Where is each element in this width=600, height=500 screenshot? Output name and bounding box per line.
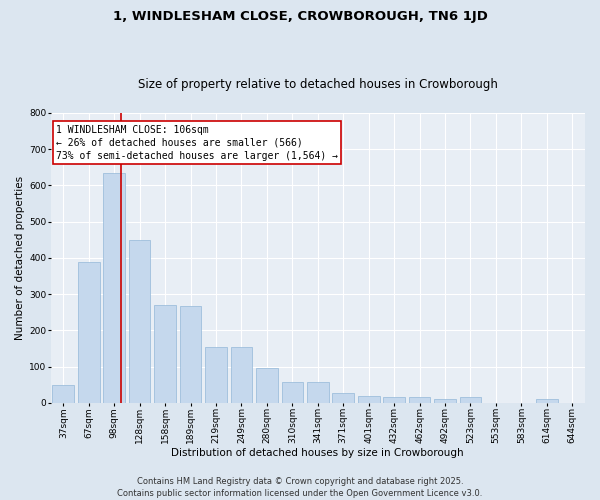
Text: 1, WINDLESHAM CLOSE, CROWBOROUGH, TN6 1JD: 1, WINDLESHAM CLOSE, CROWBOROUGH, TN6 1J… [113, 10, 487, 23]
Text: Contains HM Land Registry data © Crown copyright and database right 2025.
Contai: Contains HM Land Registry data © Crown c… [118, 476, 482, 498]
Text: 1 WINDLESHAM CLOSE: 106sqm
← 26% of detached houses are smaller (566)
73% of sem: 1 WINDLESHAM CLOSE: 106sqm ← 26% of deta… [56, 124, 338, 161]
Bar [332, 393, 354, 403]
Bar [409, 398, 430, 403]
Bar [460, 398, 481, 403]
Bar [307, 382, 329, 403]
Bar [205, 346, 227, 403]
Bar [103, 173, 125, 403]
Bar [154, 305, 176, 403]
X-axis label: Distribution of detached houses by size in Crowborough: Distribution of detached houses by size … [172, 448, 464, 458]
Bar [434, 399, 456, 403]
Bar [52, 384, 74, 403]
Bar [256, 368, 278, 403]
Bar [536, 399, 557, 403]
Bar [129, 240, 151, 403]
Bar [230, 346, 252, 403]
Bar [383, 398, 405, 403]
Bar [358, 396, 380, 403]
Bar [78, 262, 100, 403]
Bar [180, 306, 202, 403]
Y-axis label: Number of detached properties: Number of detached properties [15, 176, 25, 340]
Title: Size of property relative to detached houses in Crowborough: Size of property relative to detached ho… [138, 78, 498, 91]
Bar [281, 382, 303, 403]
